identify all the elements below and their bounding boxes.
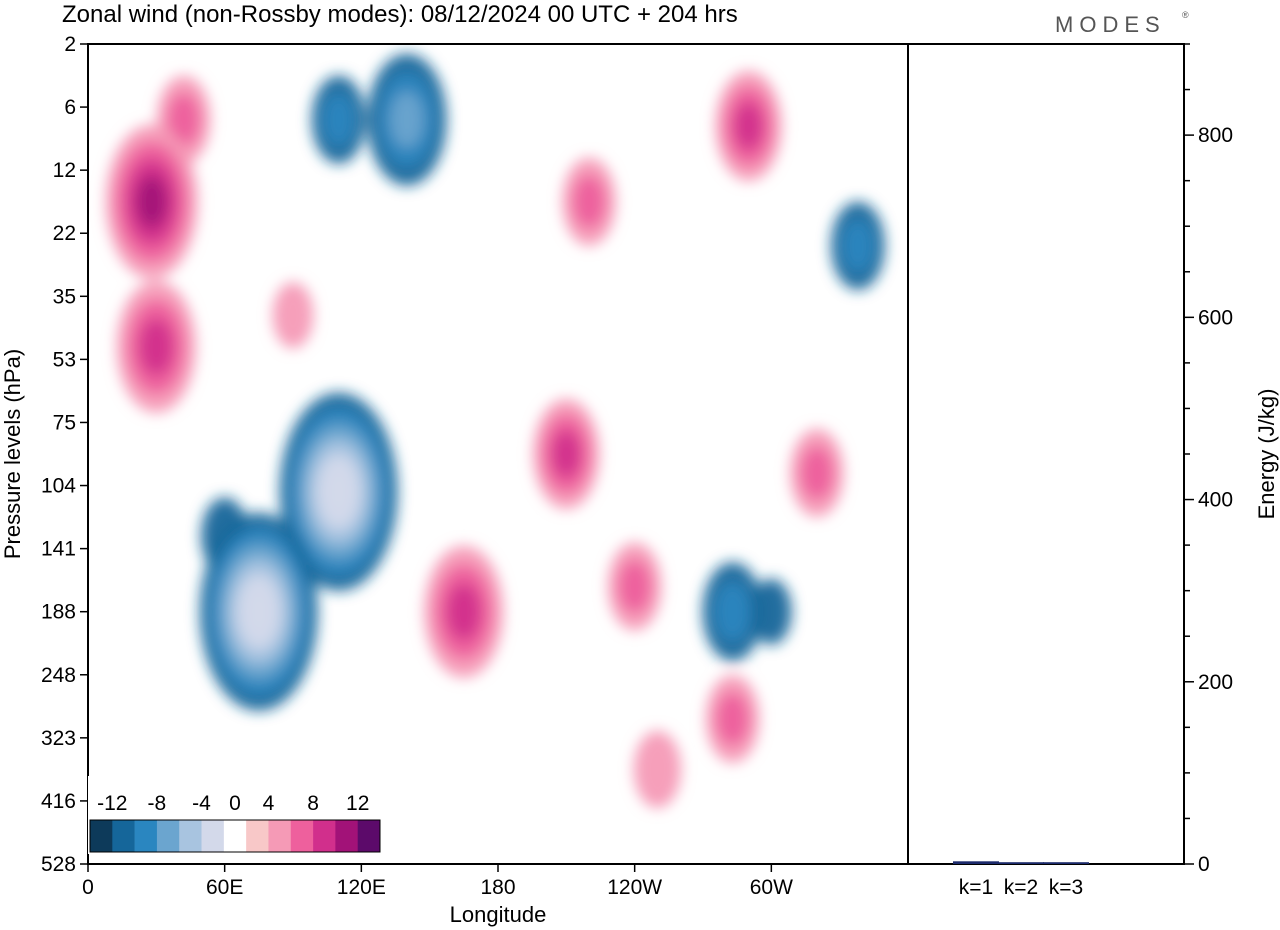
colorbar-swatch	[179, 820, 202, 852]
contour-blob	[841, 219, 875, 273]
energy-bars	[953, 861, 1089, 864]
colorbar-swatch	[313, 820, 336, 852]
colorbar-swatch	[290, 820, 314, 852]
colorbar-label: -4	[192, 792, 211, 815]
energy-bar	[1043, 862, 1089, 864]
contour-blob	[325, 469, 353, 515]
contour-blob	[552, 430, 581, 478]
colorbar-swatch	[246, 820, 269, 852]
contour-blob	[633, 730, 682, 808]
heatmap-panel	[87, 43, 909, 865]
colorbar-frame	[89, 819, 381, 853]
contour-blob	[446, 583, 481, 640]
chart-title: Zonal wind (non-Rossby modes): 08/12/202…	[62, 1, 738, 28]
colorbar-swatch	[268, 820, 292, 852]
y-tick-label: 323	[41, 727, 76, 750]
contour-blob	[750, 578, 792, 645]
x-tick-label: 60W	[750, 876, 793, 899]
y-tick-label: 35	[53, 285, 76, 308]
x-tick-label: 180	[480, 876, 515, 899]
energy-category-label: k=2	[1004, 876, 1038, 899]
y-tick-label: 6	[64, 96, 76, 119]
y-tick-label: 141	[41, 538, 76, 561]
energy-bar	[953, 861, 999, 864]
energy-tick-label: 800	[1198, 124, 1233, 147]
contour-blob	[167, 93, 200, 147]
energy-tick-label: 400	[1198, 489, 1233, 512]
y-tick-label: 75	[53, 411, 76, 434]
y-tick-label: 53	[53, 348, 76, 371]
energy-axis-label: Energy (J/kg)	[1254, 389, 1279, 520]
energy-frame	[907, 43, 1185, 865]
colorbar-label: -12	[97, 792, 127, 815]
colorbar-boxes	[88, 776, 382, 854]
colorbar-label: -8	[148, 792, 167, 815]
contour-blob	[618, 560, 651, 613]
contour-blob	[734, 102, 763, 150]
y-tick-label: 188	[41, 601, 76, 624]
y-tick-label: 248	[41, 664, 76, 687]
contour-blob	[245, 588, 273, 635]
energy-category-label: k=3	[1049, 876, 1083, 899]
y-tick-label: 12	[53, 159, 76, 182]
energy-tick-label: 200	[1198, 671, 1233, 694]
x-tick-label: 0	[82, 876, 94, 899]
colorbar: -12 -8 -4 0 4 8 12	[88, 776, 382, 854]
energy-x-axis: k=1 k=2 k=3	[959, 876, 1083, 899]
colorbar-label: 8	[307, 792, 319, 815]
colorbar-swatch	[223, 820, 247, 852]
y-tick-label: 528	[41, 853, 76, 876]
energy-category-label: k=1	[959, 876, 993, 899]
x-axis: 0 60E 120E 180 120W 60W	[82, 864, 793, 899]
colorbar-swatch	[357, 820, 381, 852]
colorbar-swatch	[90, 820, 113, 852]
x-tick-label: 120W	[607, 876, 662, 899]
y-axis-label: Pressure levels (hPa)	[0, 349, 25, 559]
y-tick-label: 104	[41, 475, 76, 498]
x-tick-label: 60E	[206, 876, 243, 899]
energy-panel: 0 200 400 600 800 k=1 k=2 k=3	[907, 43, 1233, 899]
energy-bar	[998, 862, 1044, 864]
colorbar-label: 0	[229, 792, 241, 815]
y-tick-label: 22	[53, 222, 76, 245]
colorbar-swatch	[335, 820, 358, 852]
colorbar-swatch	[156, 820, 180, 852]
x-axis-label: Longitude	[450, 902, 547, 927]
y-tick-label: 416	[41, 790, 76, 813]
colorbar-label: 4	[263, 792, 275, 815]
contour-blob	[714, 582, 751, 642]
x-tick-label: 120E	[337, 876, 386, 899]
colorbar-swatch	[112, 820, 135, 852]
colorbar-label: 12	[346, 792, 369, 815]
contour-blob	[322, 93, 355, 147]
logo-text: MODES	[1055, 12, 1166, 37]
contour-blob	[716, 692, 749, 746]
contour-blob	[389, 91, 424, 148]
logo-mark: ®	[1182, 10, 1189, 20]
y-axis: 2 6 12 22 35 53 75 104 141 188 248 323 416 528	[41, 33, 88, 876]
contour-blob	[573, 175, 606, 229]
energy-y-axis: 0 200 400 600 800	[1184, 43, 1233, 876]
modes-logo: MODES ®	[1055, 10, 1189, 37]
heatmap-contours	[88, 44, 908, 864]
energy-tick-label: 0	[1198, 853, 1210, 876]
contour-blob	[272, 282, 314, 349]
contour-blob	[136, 176, 168, 228]
y-tick-label: 2	[64, 33, 76, 56]
energy-tick-label: 600	[1198, 306, 1233, 329]
colorbar-labels: -12 -8 -4 0 4 8 12	[97, 792, 369, 815]
contour-blob	[800, 446, 834, 500]
colorbar-swatch	[201, 820, 225, 852]
colorbar-swatch	[134, 820, 158, 852]
contour-blob	[139, 318, 174, 376]
